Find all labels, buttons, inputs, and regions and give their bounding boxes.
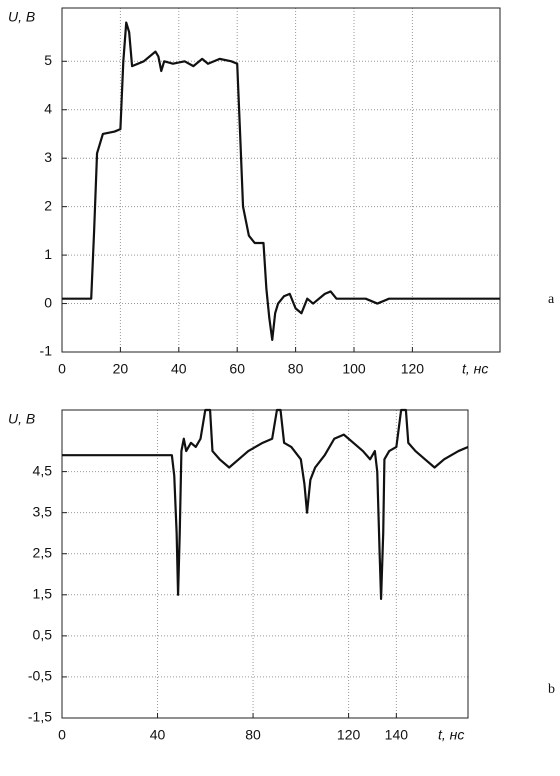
x-tick-label: 20	[113, 361, 129, 377]
x-tick-label: 80	[288, 361, 304, 377]
plot-frame	[61, 409, 469, 719]
x-tick-label: 40	[150, 727, 166, 743]
y-axis-label: U, В	[8, 411, 35, 427]
x-tick-label: 0	[58, 727, 66, 743]
y-tick-label: 4	[44, 100, 52, 116]
x-tick-label: 40	[171, 361, 187, 377]
data-line	[62, 21, 500, 341]
x-axis-label: t, нс	[438, 727, 464, 743]
y-tick-label: 4,5	[33, 462, 53, 478]
data-line	[62, 408, 469, 601]
x-tick-label: 100	[342, 361, 366, 377]
y-tick-label: -1	[40, 343, 53, 359]
y-tick-label: 1,5	[33, 586, 53, 602]
y-tick-label: 2	[44, 197, 52, 213]
y-axis-label: U, В	[8, 9, 35, 25]
y-tick-label: 0,5	[33, 627, 53, 643]
y-tick-label: 3,5	[33, 503, 53, 519]
y-tick-label: -0,5	[28, 668, 52, 684]
x-tick-label: 120	[401, 361, 425, 377]
x-tick-label: 140	[385, 727, 409, 743]
plot-frame	[61, 7, 501, 353]
x-tick-label: 60	[229, 361, 245, 377]
x-tick-label: 0	[58, 361, 66, 377]
y-tick-label: 0	[44, 294, 52, 310]
y-tick-label: 1	[44, 246, 52, 262]
y-tick-label: 5	[44, 52, 52, 68]
y-tick-label: 3	[44, 149, 52, 165]
x-tick-label: 80	[245, 727, 261, 743]
panel-label: b	[548, 682, 555, 697]
y-tick-label: -1,5	[28, 709, 52, 725]
y-tick-label: 2,5	[33, 544, 53, 560]
panel-label: a	[548, 292, 555, 307]
x-axis-label: t, нс	[462, 361, 488, 377]
x-tick-label: 120	[337, 727, 361, 743]
